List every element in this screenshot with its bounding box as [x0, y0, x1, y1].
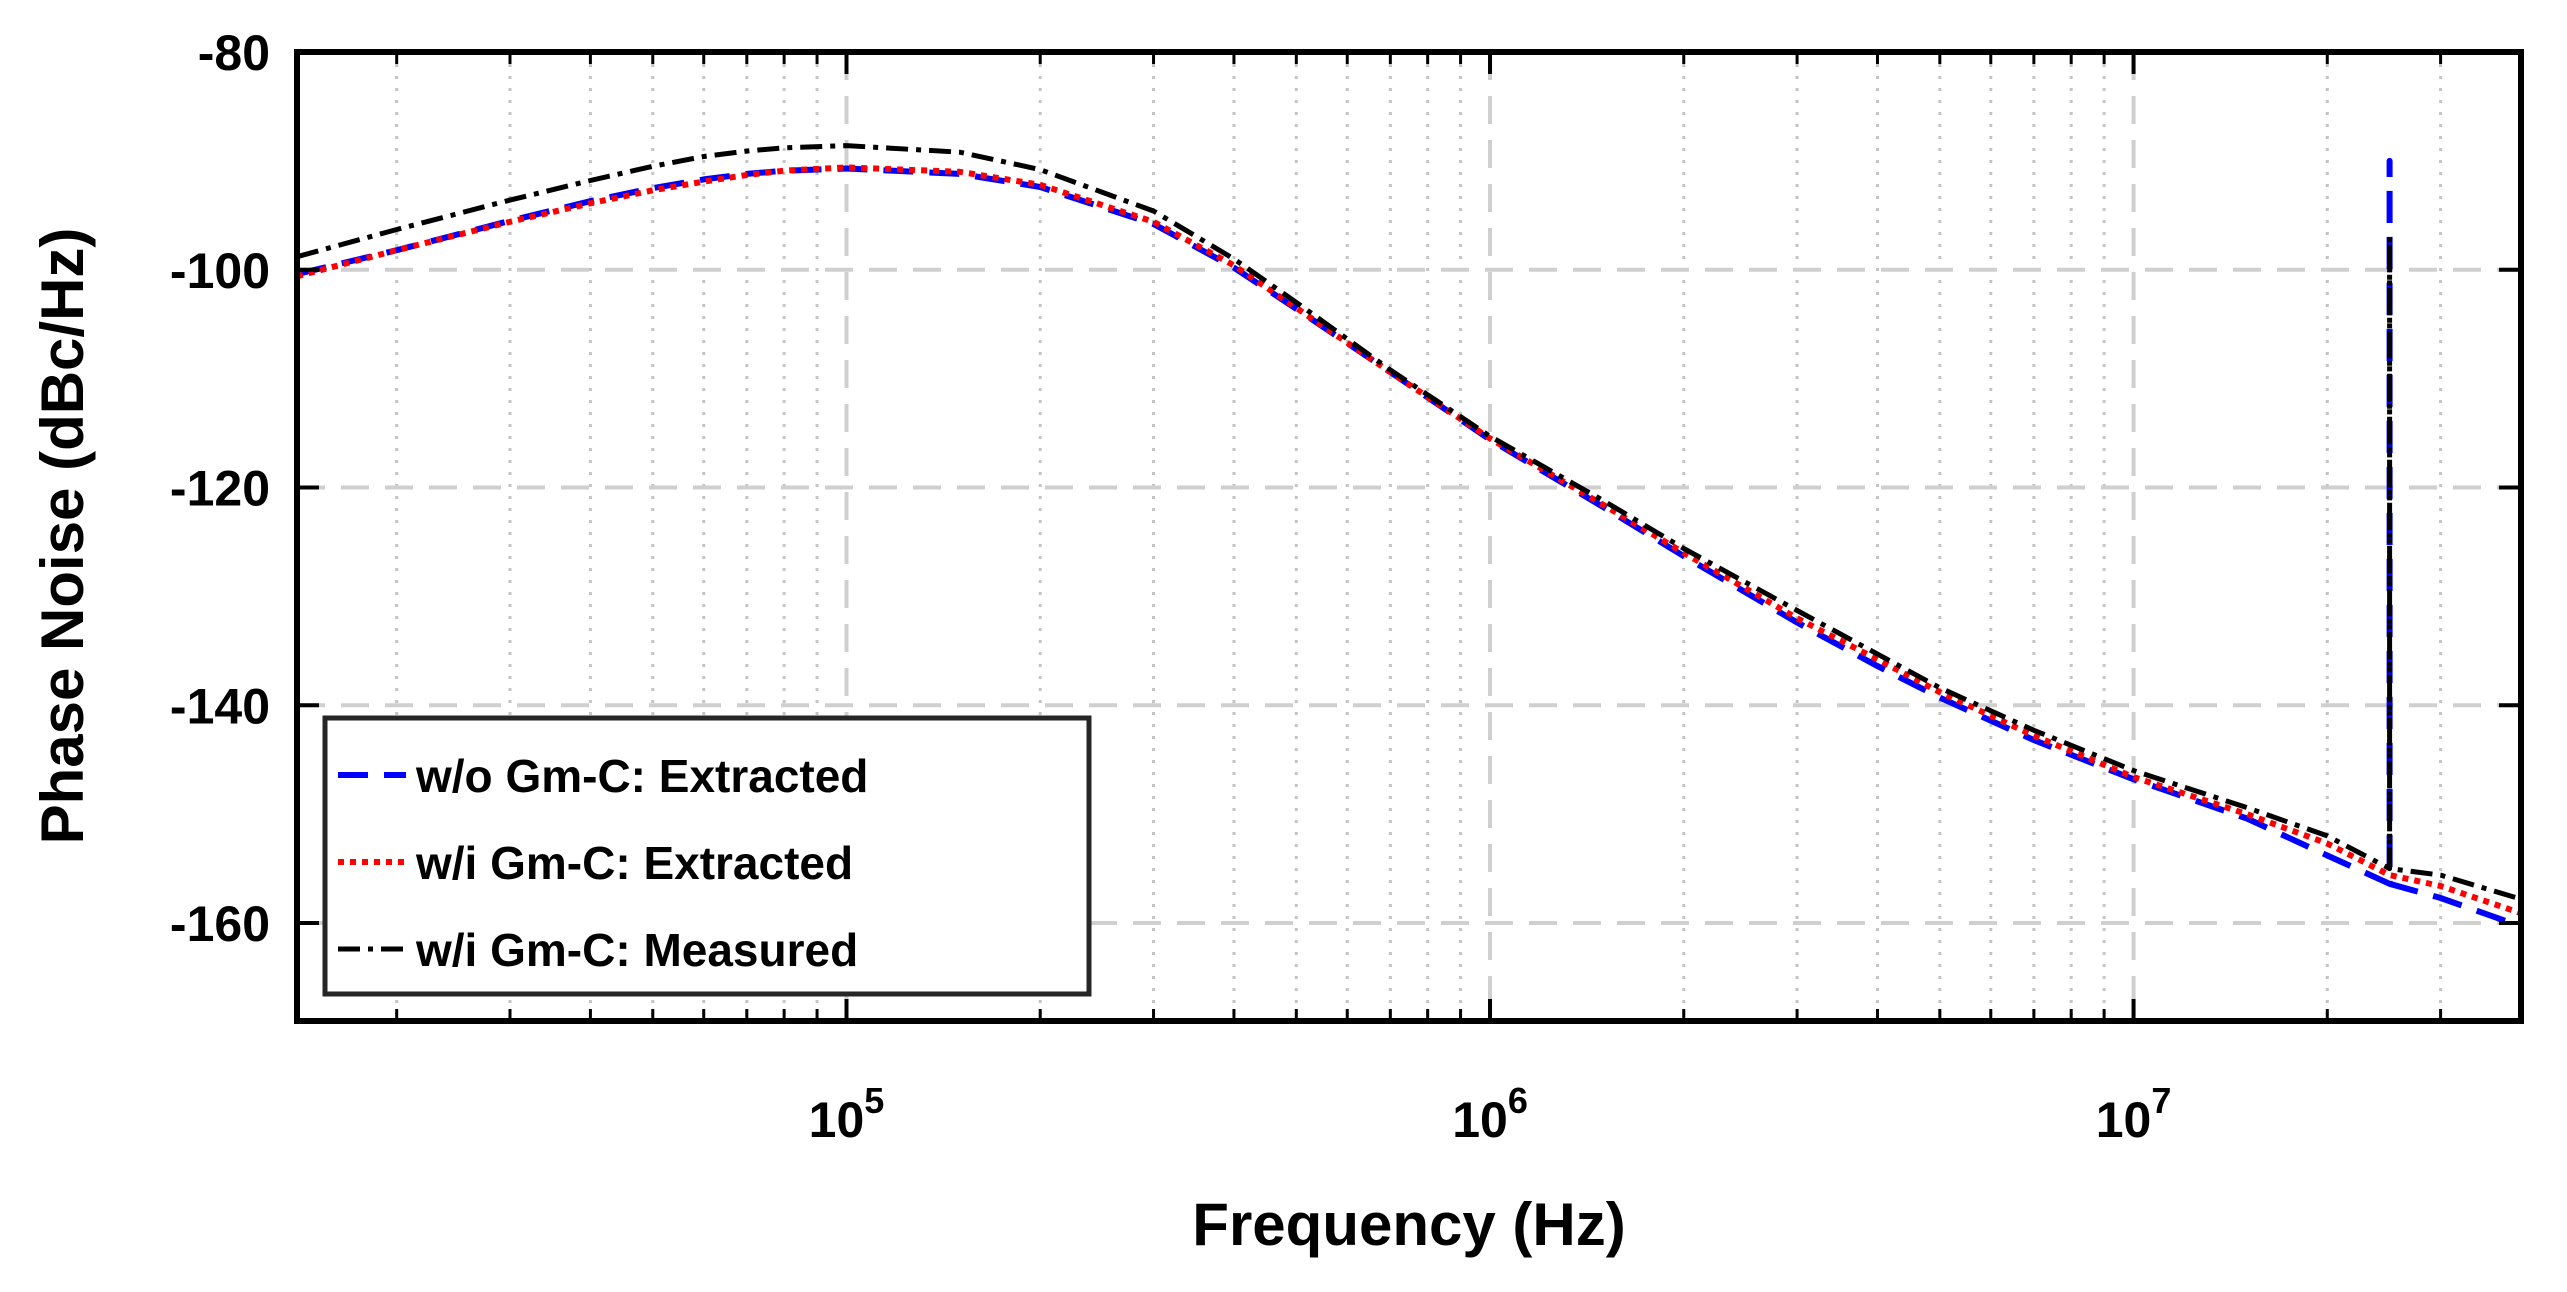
legend-box — [322, 715, 1092, 997]
legend-label-1: w/i Gm-C: Extracted — [415, 837, 853, 889]
series-line-2 — [297, 143, 2521, 902]
legend-label-2: w/i Gm-C: Measured — [415, 924, 858, 976]
legend: w/o Gm-C: Extracted w/i Gm-C: Extracted … — [322, 715, 1092, 997]
series-layer — [297, 143, 2521, 930]
x-tick-label-2: 107 — [2096, 1080, 2172, 1148]
series-line-0 — [297, 157, 2521, 930]
x-tick-label-1: 106 — [1452, 1080, 1528, 1148]
y-tick-label-4: -160 — [170, 896, 270, 952]
x-axis-label: Frequency (Hz) — [1192, 1191, 1625, 1258]
y-axis-label: Phase Noise (dBc/Hz) — [29, 228, 96, 845]
y-tick-label-1: -100 — [170, 243, 270, 299]
plot-frame — [294, 49, 2524, 1024]
y-tick-label-0: -80 — [198, 25, 270, 81]
legend-label-0: w/o Gm-C: Extracted — [415, 750, 868, 802]
y-tick-label-2: -120 — [170, 461, 270, 517]
y-tick-label-3: -140 — [170, 678, 270, 734]
x-tick-label-0: 105 — [809, 1080, 885, 1148]
ticks: 105 106 107 -80 -100 -120 -140 -160 — [170, 25, 2521, 1148]
